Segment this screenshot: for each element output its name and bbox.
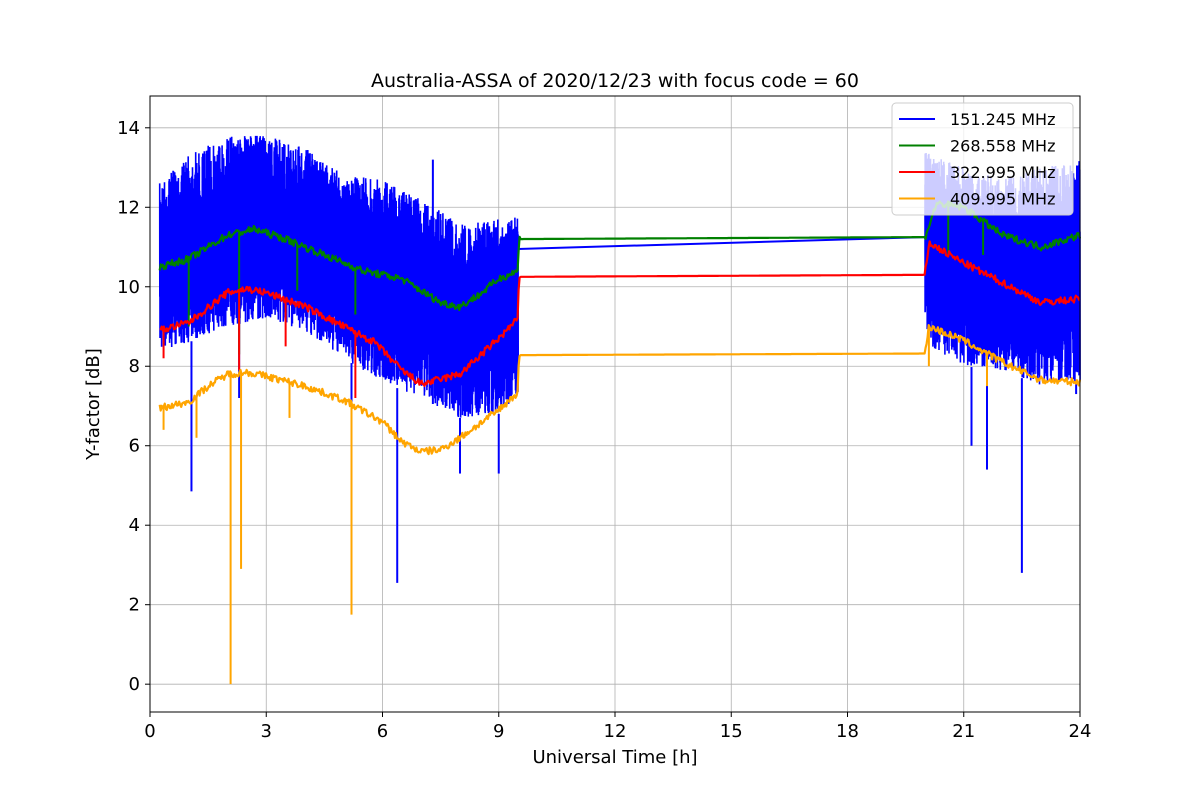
x-tick-label: 6 [377,721,388,742]
x-tick-label: 9 [493,721,504,742]
x-axis-label: Universal Time [h] [532,747,697,768]
series-gap-line [518,236,926,251]
x-tick-label: 21 [952,721,975,742]
y-tick-label: 6 [129,436,140,457]
y-axis-label: Y-factor [dB] [83,348,104,461]
legend-label: 409.995 MHz [950,190,1055,209]
series-2 [159,240,1081,399]
series-line [159,240,1081,387]
x-tick-label: 15 [720,721,743,742]
legend-label: 322.995 MHz [950,163,1055,182]
y-tick-label: 10 [117,277,140,298]
y-tick-label: 4 [129,515,140,536]
y-tick-label: 8 [129,356,140,377]
legend-label: 268.558 MHz [950,137,1055,156]
x-tick-label: 24 [1069,721,1092,742]
y-tick-label: 2 [129,595,140,616]
legend: 151.245 MHz 268.558 MHz 322.995 MHz 409.995… [891,102,1074,216]
y-tick-label: 12 [117,197,140,218]
legend-box [891,102,1074,216]
series-band [924,152,1081,385]
legend-label: 151.245 MHz [950,110,1055,129]
series-line [158,324,1082,456]
x-tick-label: 12 [604,721,627,742]
series-layer [158,135,1082,685]
chart-title: Australia-ASSA of 2020/12/23 with focus … [371,70,859,92]
x-tick-label: 3 [261,721,272,742]
y-tick-label: 14 [117,118,140,139]
y-tick-label: 0 [129,674,140,695]
series-line [158,200,1082,312]
x-tick-label: 18 [836,721,859,742]
series-band [158,135,519,418]
series-3 [158,324,1082,685]
x-tick-label: 0 [144,721,155,742]
